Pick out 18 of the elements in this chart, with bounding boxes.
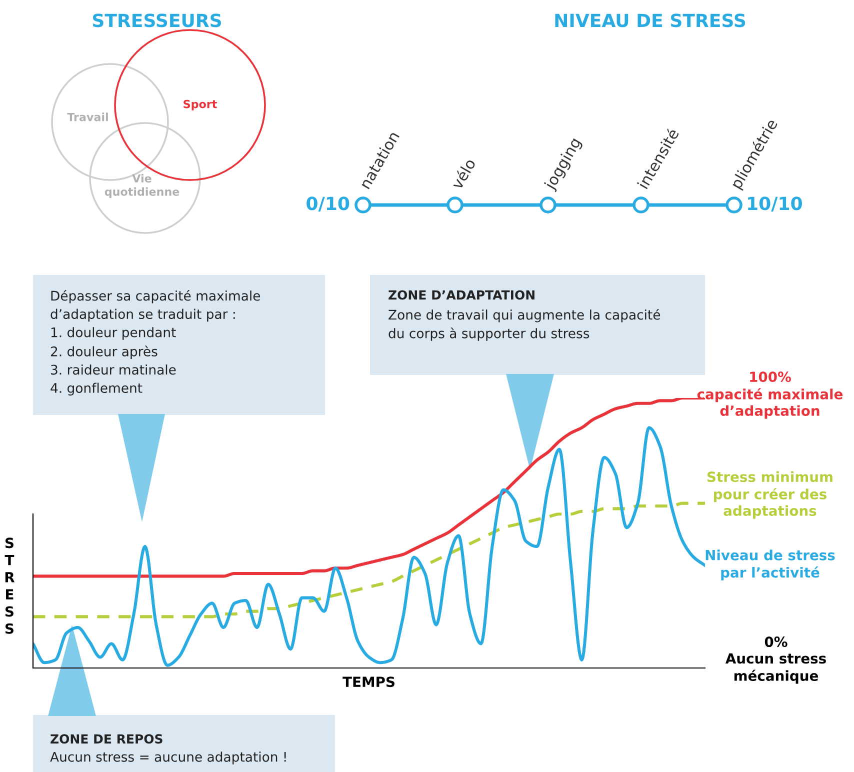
series-label: Niveau de stress par l’activité (706, 550, 835, 580)
text: Aucun stress = aucune adaptation ! (50, 752, 286, 764)
y-axis-title: STRESS (4, 538, 15, 634)
text: Dépasser sa capacité maximale d’adaptation se traduit par : 1. douleur pendant 2. douleur après 3. raideur matinale 4. gonflement (50, 290, 260, 396)
series-label: 100% capacité maximale d’adaptation (697, 372, 843, 419)
text: Vie quotidienne (104, 174, 180, 198)
text: NIVEAU DE STRESS (555, 14, 746, 28)
text: ZONE DE REPOS (50, 734, 162, 744)
text: Zone de travail qui augmente la capacité du corps à supporter du stress (388, 309, 660, 341)
text: 0/10 (306, 196, 350, 212)
x-axis-title: TEMPS (342, 676, 394, 688)
text: 0% Aucun stress mécanique (725, 636, 826, 684)
series-label: Stress minimum pour créer des adaptations (708, 471, 832, 519)
text: Sport (184, 100, 217, 110)
text: Travail (67, 112, 108, 122)
text: 10/10 (748, 196, 802, 212)
text: STRESSEURS (92, 14, 222, 28)
text: ZONE D’ADAPTATION (388, 290, 534, 300)
